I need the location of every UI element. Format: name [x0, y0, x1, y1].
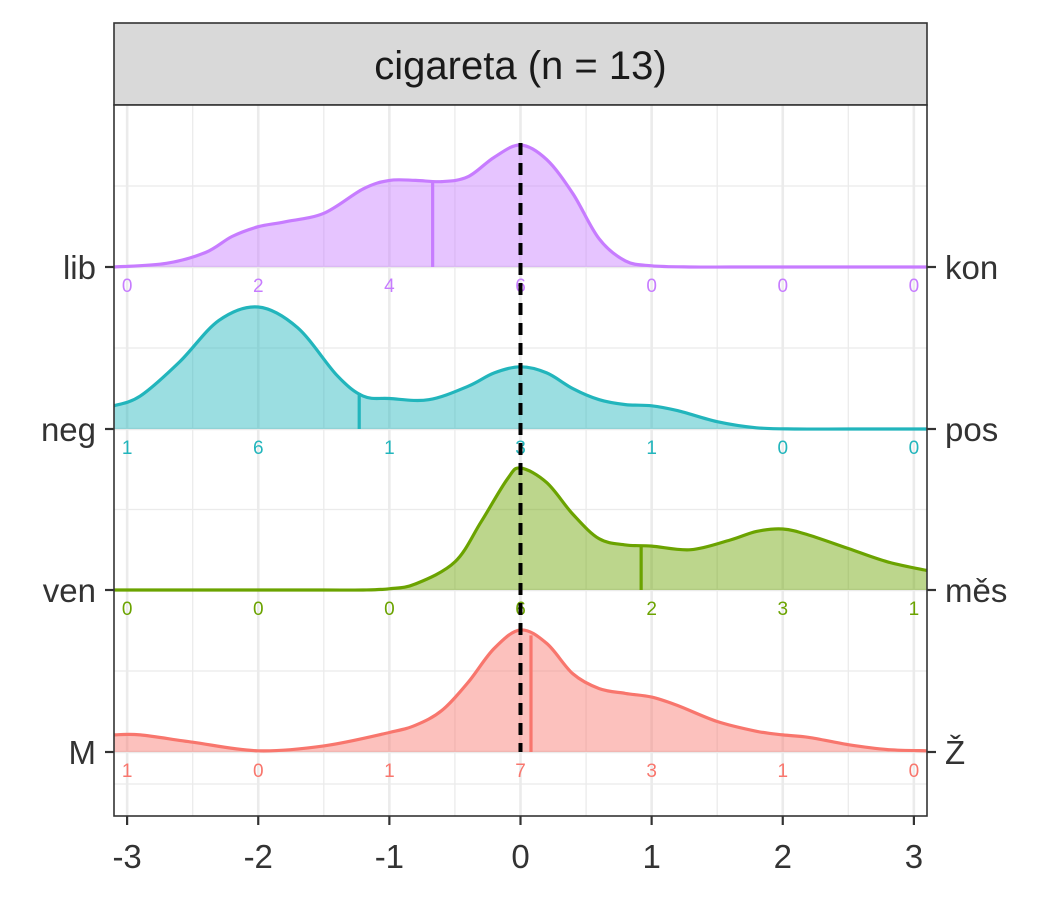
count-label: 0 [909, 438, 920, 459]
x-tick-label: -2 [244, 838, 273, 875]
x-tick-label: -3 [112, 838, 141, 875]
count-label: 0 [646, 276, 657, 297]
y-left-tick-label: M [69, 734, 97, 771]
count-label: 1 [909, 599, 920, 620]
count-label: 6 [253, 438, 264, 459]
ridge-line-lib-kon [113, 143, 927, 269]
count-label: 1 [122, 438, 133, 459]
ridge-line-M-Z [113, 628, 928, 753]
count-label: 0 [909, 276, 920, 297]
y-left-tick-label: lib [63, 249, 96, 286]
count-label: 1 [777, 761, 788, 782]
count-label: 3 [646, 761, 657, 782]
count-label: 0 [122, 276, 133, 297]
count-labels: 0246000161310000062311017310 [122, 276, 919, 782]
count-label: 1 [122, 761, 133, 782]
count-label: 0 [777, 276, 788, 297]
count-label: 1 [646, 438, 657, 459]
y-left-tick-label: ven [43, 572, 96, 609]
count-label: 0 [777, 438, 788, 459]
x-tick-label: -1 [375, 838, 404, 875]
chart-title: cigareta (n = 13) [374, 44, 666, 88]
count-label: 0 [253, 761, 264, 782]
x-tick-label: 0 [511, 838, 529, 875]
axes: -3 -2 -1 0 1 2 3 lib kon neg pos ven měs M Ž [41, 249, 1007, 875]
count-label: 0 [253, 599, 264, 620]
strip-background [113, 22, 928, 106]
count-label: 7 [515, 761, 526, 782]
count-label: 2 [253, 276, 264, 297]
y-right-tick-label: pos [945, 411, 998, 448]
y-right-tick-label: Ž [945, 734, 965, 771]
count-label: 1 [384, 438, 395, 459]
count-label: 0 [122, 599, 133, 620]
count-label: 0 [909, 761, 920, 782]
count-label: 1 [384, 761, 395, 782]
x-tick-label: 3 [905, 838, 923, 875]
x-tick-label: 2 [774, 838, 792, 875]
count-label: 2 [646, 599, 657, 620]
y-left-tick-label: neg [41, 411, 96, 448]
count-label: 0 [384, 599, 395, 620]
y-right-tick-label: měs [945, 572, 1007, 609]
ridge-line-ven-mes [114, 466, 928, 592]
ridge-line-neg-pos [113, 305, 927, 431]
facet-strip: cigareta (n = 13) [113, 22, 928, 106]
count-label: 4 [384, 276, 395, 297]
y-right-tick-label: kon [945, 249, 998, 286]
count-label: 3 [777, 599, 788, 620]
x-tick-label: 1 [642, 838, 660, 875]
